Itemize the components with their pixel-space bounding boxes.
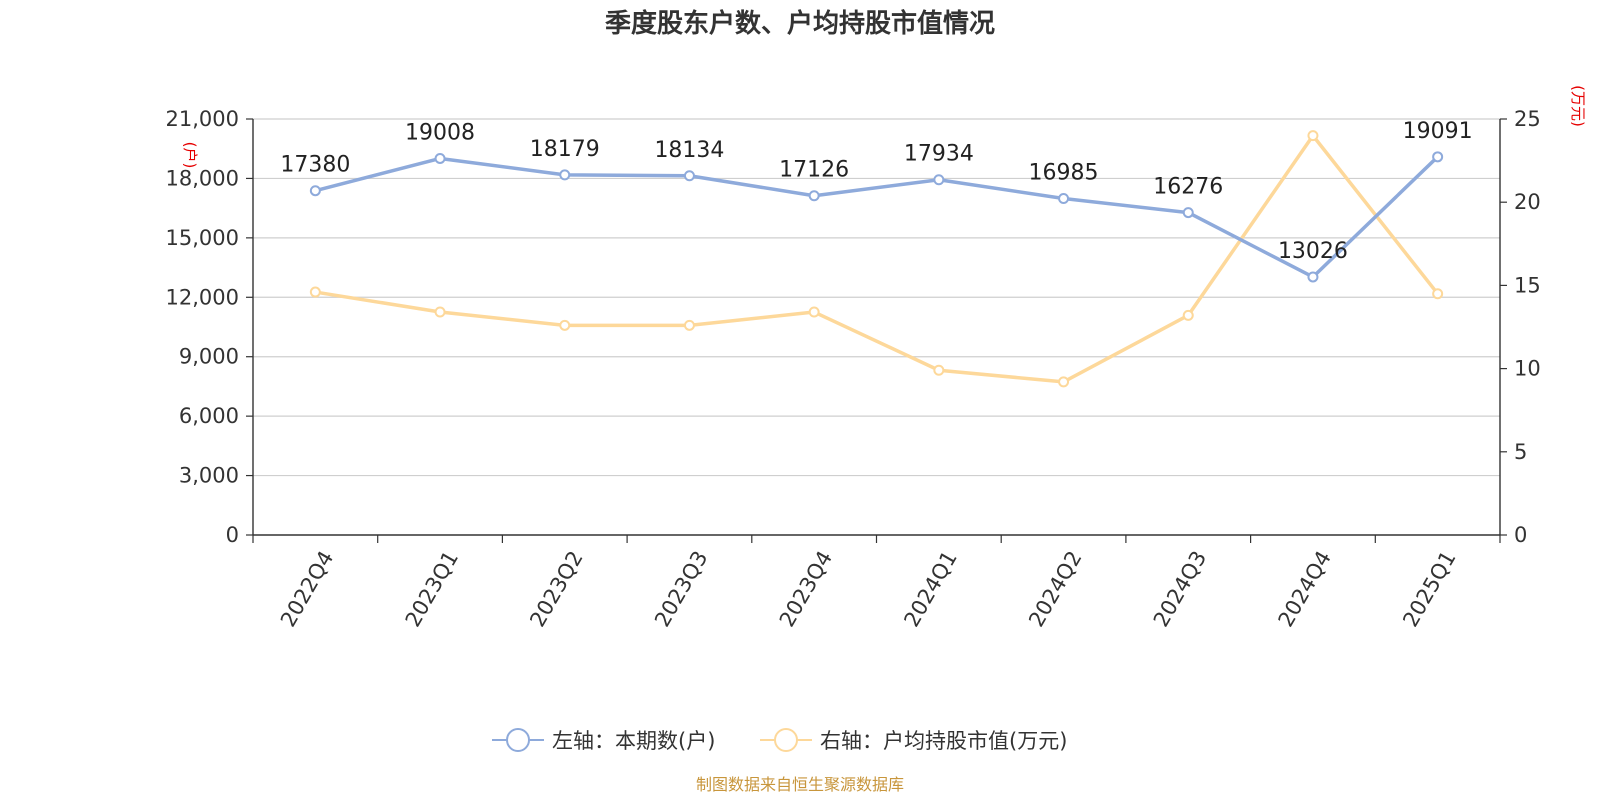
left-tick-label: 15,000	[166, 226, 239, 250]
x-category-label: 2023Q4	[775, 547, 837, 631]
data-point	[559, 319, 571, 331]
grid	[253, 118, 1500, 477]
x-category-label: 2023Q2	[525, 547, 587, 631]
axes: 0 3,000 6,000 9,000 12,000 15,000 18,000 21,000…	[166, 85, 1587, 631]
data-label: 13026	[1278, 239, 1348, 264]
data-point	[1307, 271, 1319, 283]
data-point	[808, 190, 820, 202]
legend-label: 右轴：户均持股市值(万元)	[820, 729, 1067, 753]
source-note: 制图数据来自恒生聚源数据库	[696, 775, 904, 794]
data-label: 16985	[1029, 161, 1099, 186]
left-tick-label: 3,000	[179, 464, 239, 488]
legend-label: 左轴：本期数(户)	[552, 729, 715, 753]
data-point	[1307, 130, 1319, 142]
data-label: 19008	[405, 120, 475, 145]
x-category-label: 2024Q4	[1274, 547, 1336, 631]
data-label: 19091	[1403, 119, 1473, 144]
data-point	[683, 319, 695, 331]
legend-item-0[interactable]: 左轴：本期数(户)	[492, 728, 715, 753]
data-labels: 17380 19008 18179 18134 17126 17934 16985 16276…	[280, 119, 1472, 264]
left-tick-label: 18,000	[166, 166, 239, 190]
series-line-1	[313, 133, 1440, 384]
x-category-label: 2023Q3	[650, 547, 712, 631]
data-label: 17380	[280, 153, 350, 178]
data-point	[1058, 193, 1070, 205]
data-point	[933, 364, 945, 376]
left-tick-label: 0	[226, 523, 239, 547]
series-line-0	[313, 155, 1440, 279]
x-category-label: 2022Q4	[276, 547, 338, 631]
x-category-label: 2023Q1	[401, 547, 463, 631]
x-category-label: 2024Q3	[1149, 547, 1211, 631]
right-tick-label: 15	[1514, 273, 1541, 297]
data-point	[434, 152, 446, 164]
right-tick-label: 20	[1514, 190, 1541, 214]
x-category-label: 2024Q1	[899, 547, 961, 631]
series-layer	[309, 130, 1444, 388]
data-point	[1182, 207, 1194, 219]
data-point	[434, 306, 446, 318]
data-label: 17126	[779, 158, 849, 183]
data-point	[309, 185, 321, 197]
legend[interactable]: 左轴：本期数(户) 右轴：户均持股市值(万元)	[492, 728, 1067, 753]
data-point	[1432, 288, 1444, 300]
x-category-label: 2024Q2	[1024, 547, 1086, 631]
data-point	[1432, 151, 1444, 163]
data-label: 17934	[904, 142, 974, 167]
data-point	[1058, 376, 1070, 388]
data-point	[309, 286, 321, 298]
data-point	[808, 306, 820, 318]
legend-item-1[interactable]: 右轴：户均持股市值(万元)	[760, 728, 1067, 753]
right-tick-label: 0	[1514, 523, 1527, 547]
data-point	[683, 170, 695, 182]
right-tick-label: 25	[1514, 107, 1541, 131]
right-tick-label: 10	[1514, 357, 1541, 381]
legend-swatch-marker	[774, 728, 798, 752]
data-point	[933, 174, 945, 186]
right-axis-unit: (万元)	[1569, 85, 1587, 127]
left-axis-unit: (户)	[181, 142, 199, 169]
x-category-label: 2025Q1	[1398, 547, 1460, 631]
data-label: 18134	[654, 138, 724, 163]
data-label: 16276	[1153, 175, 1223, 200]
data-label: 18179	[530, 137, 600, 162]
left-tick-label: 12,000	[166, 285, 239, 309]
data-point	[1182, 309, 1194, 321]
left-tick-label: 21,000	[166, 107, 239, 131]
legend-swatch-marker	[506, 728, 530, 752]
right-tick-label: 5	[1514, 440, 1527, 464]
chart-title: 季度股东户数、户均持股市值情况	[605, 8, 995, 39]
data-point	[559, 169, 571, 181]
left-tick-label: 9,000	[179, 345, 239, 369]
left-tick-label: 6,000	[179, 404, 239, 428]
